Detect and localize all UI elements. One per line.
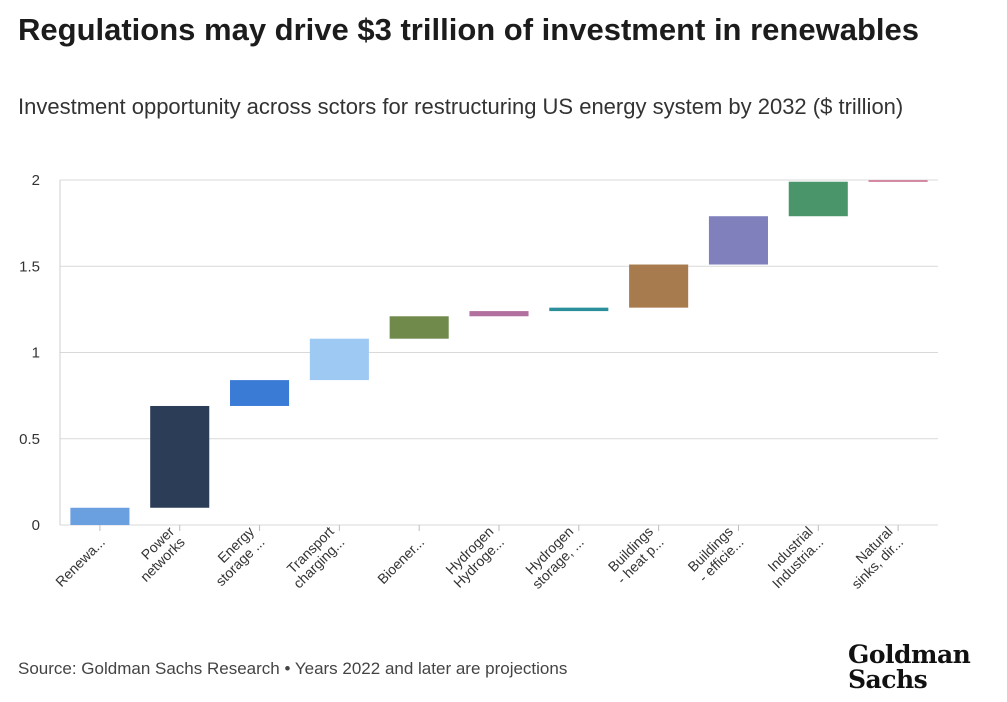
- bar: [708, 216, 768, 265]
- y-tick-label: 0: [32, 517, 40, 534]
- y-tick-label: 0.5: [19, 431, 40, 448]
- goldman-sachs-logo: Goldman Sachs: [848, 642, 978, 692]
- bar: [70, 507, 130, 525]
- bar: [309, 338, 369, 381]
- y-tick-label: 2: [32, 172, 40, 189]
- x-tick-label: Buildings- efficie...: [684, 523, 746, 585]
- x-tick-label: Naturalsinks, dir...: [838, 523, 907, 592]
- logo-line-1: Goldman: [848, 640, 971, 669]
- bar: [469, 311, 529, 317]
- waterfall-chart: 0 0.5 1 1.5 2 Renewa... Powernetworks Energysto…: [19, 172, 938, 592]
- x-tick-label: Hydrogenstorage, ...: [518, 523, 587, 592]
- bar: [868, 180, 928, 182]
- x-tick-label: Powernetworks: [126, 523, 188, 585]
- x-tick-label: Bioener...: [374, 534, 427, 587]
- logo-line-2: Sachs: [848, 665, 928, 694]
- x-tick-label-line: Bioener...: [374, 534, 427, 587]
- x-tick-label: HydrogenHydroge...: [440, 523, 508, 591]
- x-tick-label: Transportcharging...: [279, 523, 347, 591]
- x-tick-label-line: Renewa...: [52, 534, 108, 590]
- x-tick-label: Buildings- heat p...: [603, 523, 667, 587]
- bar: [230, 380, 290, 406]
- bar: [549, 307, 609, 312]
- x-tick-label: IndustrialIndustria...: [758, 523, 826, 591]
- bar: [150, 405, 210, 508]
- chart-subtitle: Investment opportunity across sctors for…: [18, 94, 904, 119]
- x-tick-label: Energystorage ...: [202, 523, 268, 589]
- x-tick-label: Renewa...: [52, 534, 108, 590]
- chart-title: Regulations may drive $3 trillion of inv…: [18, 12, 919, 47]
- bar: [389, 316, 449, 339]
- y-tick-label: 1: [32, 345, 40, 362]
- y-tick-label: 1.5: [19, 258, 40, 275]
- source-note: Source: Goldman Sachs Research • Years 2…: [18, 659, 568, 678]
- bar: [788, 181, 848, 217]
- bar: [629, 264, 689, 308]
